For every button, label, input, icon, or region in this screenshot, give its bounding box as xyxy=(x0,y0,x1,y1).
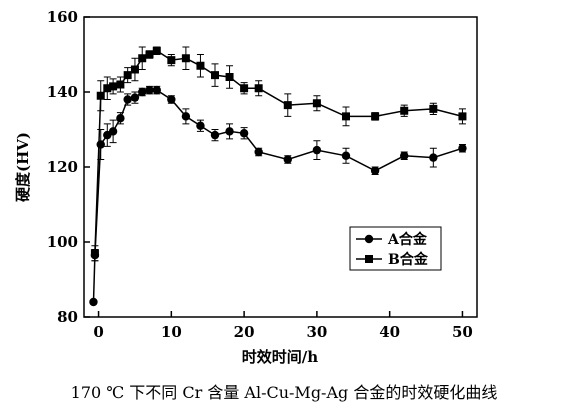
data-point xyxy=(116,80,125,89)
series-b xyxy=(90,46,467,262)
data-point xyxy=(312,145,322,155)
data-point xyxy=(96,140,105,149)
data-point xyxy=(458,112,467,121)
x-tick-label: 10 xyxy=(161,323,182,341)
x-axis-ticks: 0 10 20 30 40 50 xyxy=(93,311,473,341)
data-point xyxy=(254,84,263,93)
figure-caption: 170 ℃ 下不同 Cr 含量 Al-Cu-Mg-Ag 合金的时效硬化曲线 xyxy=(71,383,498,402)
data-point xyxy=(109,82,118,91)
data-point xyxy=(167,95,176,104)
data-point xyxy=(283,155,292,164)
data-point xyxy=(400,106,409,115)
data-point xyxy=(123,95,132,104)
y-axis-title: 硬度(HV) xyxy=(14,132,32,202)
data-point xyxy=(225,73,234,81)
data-point xyxy=(152,46,161,55)
data-point xyxy=(90,249,99,258)
data-point xyxy=(312,99,321,108)
data-point xyxy=(370,166,380,175)
data-point xyxy=(123,71,132,80)
data-point xyxy=(225,127,234,136)
series-layer xyxy=(89,46,467,307)
x-tick-label: 40 xyxy=(379,323,400,341)
data-point xyxy=(181,54,190,63)
data-point xyxy=(108,127,118,136)
y-tick-label: 120 xyxy=(47,158,78,176)
data-point xyxy=(103,84,112,93)
x-tick-label: 30 xyxy=(306,323,327,341)
data-point xyxy=(210,130,220,140)
data-point xyxy=(138,87,147,97)
y-tick-label: 100 xyxy=(47,233,78,251)
x-tick-label: 20 xyxy=(234,323,255,341)
data-point xyxy=(196,121,205,130)
data-point xyxy=(145,85,154,95)
data-point xyxy=(283,101,292,110)
data-point xyxy=(167,56,176,65)
data-point xyxy=(196,61,205,70)
y-axis-ticks: 80 100 120 140 160 xyxy=(47,8,90,326)
data-point xyxy=(89,297,98,307)
data-point xyxy=(152,85,161,95)
data-point xyxy=(429,104,438,113)
x-tick-label: 50 xyxy=(452,323,473,341)
x-tick-label: 0 xyxy=(93,323,103,341)
data-point xyxy=(181,112,191,121)
data-point xyxy=(138,54,147,63)
data-point xyxy=(458,144,467,153)
data-point xyxy=(239,129,249,138)
y-tick-label: 80 xyxy=(57,308,78,326)
legend: A合金 B合金 xyxy=(349,226,442,271)
legend-label-b: B合金 xyxy=(388,251,429,268)
data-point xyxy=(342,112,350,121)
data-point xyxy=(96,91,105,100)
data-point xyxy=(400,151,409,160)
data-point xyxy=(130,93,140,102)
legend-label-a: A合金 xyxy=(387,231,428,248)
data-point xyxy=(211,71,219,80)
legend-marker-b xyxy=(365,255,373,263)
x-axis-title: 时效时间/h xyxy=(242,348,318,366)
data-point xyxy=(240,84,249,93)
data-point xyxy=(116,114,125,123)
data-point xyxy=(254,147,263,157)
data-point xyxy=(371,112,380,121)
data-point xyxy=(341,151,351,160)
data-point xyxy=(429,153,438,162)
y-tick-label: 160 xyxy=(47,8,78,26)
legend-marker-a xyxy=(364,234,374,244)
series-a xyxy=(89,85,467,307)
data-point xyxy=(130,65,139,74)
data-point xyxy=(145,50,154,59)
y-tick-label: 140 xyxy=(47,83,78,101)
